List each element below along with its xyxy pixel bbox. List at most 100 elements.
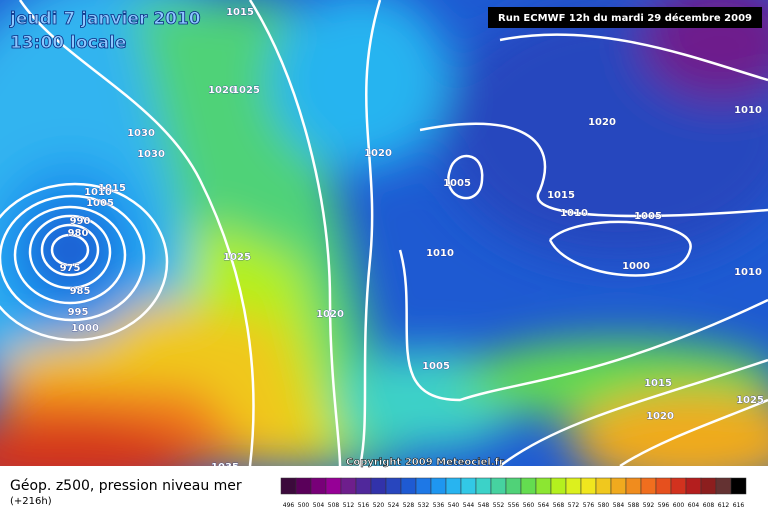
scale-swatch (325, 477, 342, 495)
scale-swatch (445, 477, 462, 495)
run-box (488, 7, 762, 28)
scale-label: 564 (538, 502, 550, 509)
scale-label: 592 (643, 502, 655, 509)
isobar-label: 1020 (208, 85, 236, 96)
scale-swatch (340, 477, 357, 495)
scale-swatch (625, 477, 642, 495)
isobar-label: 1020 (316, 309, 344, 320)
isobar-label: 1005 (443, 178, 471, 189)
scale-label: 544 (463, 502, 475, 509)
isobar-label: 1020 (646, 411, 674, 422)
scale-swatch (490, 477, 507, 495)
isobar-label: 1005 (86, 198, 114, 209)
scale-swatch (595, 477, 612, 495)
scale-swatch (370, 477, 387, 495)
scale-swatch (700, 477, 717, 495)
scale-swatch (475, 477, 492, 495)
isobar-label: 1015 (547, 190, 575, 201)
scale-swatch (580, 477, 597, 495)
isobar-label: 1010 (426, 248, 454, 259)
isobar-label: 1025 (232, 85, 260, 96)
legend-title: Géop. z500, pression niveau mer (10, 478, 242, 494)
isobar-label: 1015 (98, 183, 126, 194)
scale-swatch (730, 477, 747, 495)
scale-label: 536 (433, 502, 445, 509)
isobar-label: 1015 (226, 7, 254, 18)
legend-subtitle: (+216h) (10, 496, 52, 507)
scale-label: 540 (448, 502, 460, 509)
isobar-label: 980 (68, 228, 89, 239)
scale-label: 532 (418, 502, 430, 509)
scale-label: 524 (388, 502, 400, 509)
isobar-label: 975 (60, 263, 81, 274)
scale-label: 612 (718, 502, 730, 509)
isobar-label: 1005 (422, 361, 450, 372)
scale-label: 516 (358, 502, 370, 509)
scale-label: 548 (478, 502, 490, 509)
scale-label: 588 (628, 502, 640, 509)
scale-label: 576 (583, 502, 595, 509)
scale-label: 500 (298, 502, 310, 509)
scale-swatch (565, 477, 582, 495)
scale-swatch (400, 477, 417, 495)
isobar-label: 1025 (223, 252, 251, 263)
scale-swatch (715, 477, 732, 495)
scale-swatch (355, 477, 372, 495)
isobar-label: 1020 (364, 148, 392, 159)
scale-swatch (460, 477, 477, 495)
isobar-label: 1035 (211, 462, 239, 473)
isobar-label: 1010 (734, 267, 762, 278)
scale-label: 616 (733, 502, 745, 509)
copyright: Copyright 2009 Meteociel.fr (346, 457, 504, 468)
scale-label: 520 (373, 502, 385, 509)
isobar-label: 1010 (560, 208, 588, 219)
scale-label: 608 (703, 502, 715, 509)
scale-label: 600 (673, 502, 685, 509)
scale-swatch (535, 477, 552, 495)
scale-swatch (505, 477, 522, 495)
scale-swatch (640, 477, 657, 495)
scale-label: 508 (328, 502, 340, 509)
scale-label: 504 (313, 502, 325, 509)
scale-swatch (520, 477, 537, 495)
scale-label: 604 (688, 502, 700, 509)
scale-label: 596 (658, 502, 670, 509)
isobar-label: 1000 (622, 261, 650, 272)
isobar-label: 1000 (71, 323, 99, 334)
isobar-label: 990 (70, 216, 91, 227)
isobar-label: 1015 (644, 378, 672, 389)
scale-label: 556 (508, 502, 520, 509)
isobar-label: 995 (68, 307, 89, 318)
scale-label: 552 (493, 502, 505, 509)
isobar-label: 1030 (127, 128, 155, 139)
isobar-label: 1025 (736, 395, 764, 406)
scale-swatch (280, 477, 297, 495)
scale-swatch (685, 477, 702, 495)
isobar-label: 1005 (634, 211, 662, 222)
scale-label: 512 (343, 502, 355, 509)
scale-swatch (385, 477, 402, 495)
scale-label: 496 (283, 502, 295, 509)
scale-label: 528 (403, 502, 415, 509)
scale-label: 560 (523, 502, 535, 509)
scale-label: 572 (568, 502, 580, 509)
scale-swatch (550, 477, 567, 495)
date: jeudi 7 janvier 2010 (9, 9, 201, 29)
run-info: Run ECMWF 12h du mardi 29 décembre 2009 (498, 12, 752, 24)
scale-swatch (655, 477, 672, 495)
scale-swatch (430, 477, 447, 495)
map-area: 1015102010251030103010151010100599098097… (0, 0, 768, 473)
scale-swatch (670, 477, 687, 495)
scale-swatch (415, 477, 432, 495)
isobar-label: 1010 (84, 187, 112, 198)
isobar-label: 1020 (588, 117, 616, 128)
isobar-label: 985 (70, 286, 91, 297)
isobar-label: 1010 (734, 105, 762, 116)
scale-swatch (295, 477, 312, 495)
isobar-label: 1030 (137, 149, 165, 160)
isobars (0, 0, 768, 466)
scale-label: 584 (613, 502, 625, 509)
time: 13:00 locale (10, 33, 126, 53)
scale-swatch (310, 477, 327, 495)
